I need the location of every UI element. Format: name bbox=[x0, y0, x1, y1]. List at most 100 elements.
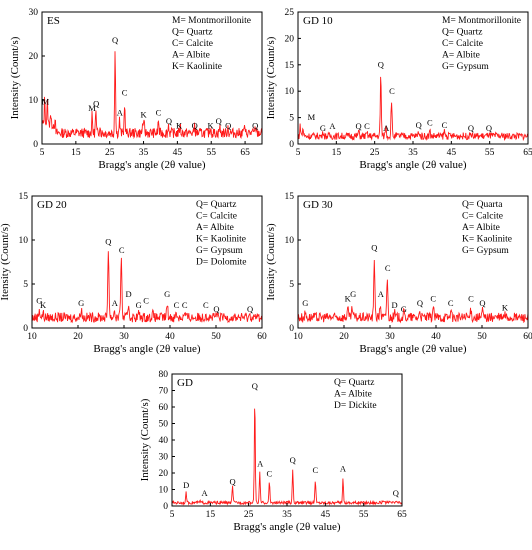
y-axis-label: Intensity (Count/s) bbox=[9, 36, 21, 119]
peak-label: Q bbox=[112, 35, 118, 45]
peak-label: Q bbox=[216, 116, 222, 126]
y-axis-label: Itensity (Count/s) bbox=[0, 223, 11, 301]
peak-label: Q bbox=[468, 123, 474, 133]
peak-label: G bbox=[136, 300, 142, 310]
legend-entry: K= Kaolinite bbox=[196, 235, 246, 245]
peak-label: C bbox=[313, 465, 319, 475]
x-tick-label: 65 bbox=[523, 148, 532, 158]
y-tick-label: 20 bbox=[285, 34, 295, 44]
y-tick-label: 5 bbox=[289, 280, 294, 290]
y-tick-label: 10 bbox=[29, 96, 39, 106]
y-axis-label: Intensity (Count/s) bbox=[139, 398, 151, 481]
x-axis-label: Bragg's angle (2θ value) bbox=[359, 159, 466, 171]
chart-title: GD bbox=[177, 377, 193, 389]
legend-entry: Q= Quarta bbox=[462, 200, 503, 210]
peak-label: Q bbox=[105, 236, 111, 246]
peak-label: A bbox=[117, 107, 124, 117]
plot-frame bbox=[297, 195, 529, 329]
x-tick-label: 15 bbox=[206, 510, 216, 520]
y-tick-label: 10 bbox=[285, 236, 295, 246]
x-tick-label: 50 bbox=[477, 332, 487, 342]
peak-label: A bbox=[378, 289, 385, 299]
chart-title: ES bbox=[47, 15, 60, 27]
legend-entry: C= Calcite bbox=[172, 39, 213, 49]
xrd-trace bbox=[297, 259, 529, 324]
y-tick-label: 15 bbox=[285, 61, 295, 71]
legend-entry: C= Calcite bbox=[196, 212, 237, 222]
peak-label: K bbox=[502, 302, 509, 312]
peak-label: C bbox=[203, 300, 209, 310]
x-tick-label: 20 bbox=[73, 332, 83, 342]
y-tick-label: 60 bbox=[159, 403, 169, 413]
xrd-trace bbox=[31, 251, 263, 324]
x-tick-label: 40 bbox=[165, 332, 175, 342]
xrd-trace bbox=[41, 51, 263, 140]
peak-label: A bbox=[112, 298, 119, 308]
chart-title: GD 10 bbox=[303, 15, 333, 27]
peak-label: C bbox=[442, 120, 448, 130]
peak-label: K bbox=[176, 121, 183, 131]
legend-entry: K= Kaolinite bbox=[462, 235, 512, 245]
y-axis-label: Itensity (Count/s) bbox=[265, 223, 277, 301]
chart-gd30: 10 20 30 40 50 60 0 5 10 15 Bragg's angle (2θ valu… bbox=[265, 192, 532, 355]
peak-label: M bbox=[88, 103, 96, 113]
peak-label: C bbox=[119, 245, 125, 255]
x-tick-label: 30 bbox=[385, 332, 395, 342]
peak-label: Q bbox=[166, 116, 172, 126]
chart-gd: 5 15 25 35 45 55 65 0 10 20 30 40 50 60 70 80 Bragg's an… bbox=[139, 370, 407, 533]
y-tick-label: 30 bbox=[159, 453, 169, 463]
x-axis-label: Bragg's angle (2θ value) bbox=[93, 343, 200, 355]
x-tick-label: 5 bbox=[170, 510, 175, 520]
y-tick-label: 0 bbox=[289, 324, 294, 334]
y-tick-label: 0 bbox=[289, 140, 294, 150]
peak-label: Q bbox=[252, 121, 258, 131]
x-tick-label: 30 bbox=[119, 332, 129, 342]
legend-entry: Q= Quartz bbox=[196, 200, 236, 210]
peak-label: K bbox=[140, 110, 147, 120]
y-tick-label: 0 bbox=[33, 140, 38, 150]
y-tick-label: 20 bbox=[29, 52, 39, 62]
legend-entry: G= Gypsum bbox=[442, 62, 489, 72]
peak-label: C bbox=[468, 294, 474, 304]
x-tick-label: 65 bbox=[240, 148, 250, 158]
peak-label: A bbox=[383, 123, 390, 133]
x-tick-label: 25 bbox=[244, 510, 254, 520]
plot-frame bbox=[41, 11, 263, 145]
peak-label: Q bbox=[355, 121, 361, 131]
peak-label: K bbox=[345, 294, 352, 304]
x-tick-label: 10 bbox=[27, 332, 37, 342]
legend-entry: G= Gypsum bbox=[462, 246, 509, 256]
x-tick-label: 60 bbox=[523, 332, 532, 342]
peak-label: G bbox=[302, 298, 308, 308]
legend-entry: Q= Quartz bbox=[172, 28, 212, 38]
y-axis-label: Intensity (Count/s) bbox=[265, 36, 277, 119]
peak-label: C bbox=[174, 300, 180, 310]
y-tick-label: 0 bbox=[23, 324, 28, 334]
peak-label: D bbox=[183, 480, 189, 490]
y-tick-label: 80 bbox=[159, 370, 169, 380]
x-tick-label: 45 bbox=[173, 148, 183, 158]
x-axis-label: Bragg's angle (2θ value) bbox=[359, 343, 466, 355]
x-tick-label: 45 bbox=[321, 510, 331, 520]
peak-label: A bbox=[257, 458, 264, 468]
peak-label: G bbox=[36, 295, 42, 305]
peak-label: C bbox=[364, 121, 370, 131]
peak-label: G bbox=[320, 123, 326, 133]
legend-entry: D= Dickite bbox=[334, 401, 377, 411]
legend-entry: M= Montmorillonite bbox=[442, 16, 521, 26]
peak-label: Q bbox=[93, 99, 99, 109]
y-tick-label: 70 bbox=[159, 387, 169, 397]
chart-title: GD 20 bbox=[37, 199, 67, 211]
y-tick-label: 10 bbox=[159, 486, 169, 496]
x-tick-label: 60 bbox=[257, 332, 267, 342]
peak-label: A bbox=[202, 488, 209, 498]
peak-label: C bbox=[143, 295, 149, 305]
chart-gd20: 10 20 30 40 50 60 0 5 10 15 Bragg's angle (2θ valu… bbox=[0, 192, 267, 355]
peak-label: Q bbox=[252, 381, 258, 391]
y-tick-label: 50 bbox=[159, 420, 169, 430]
legend-entry: C= Calcite bbox=[462, 212, 503, 222]
xrd-trace bbox=[297, 76, 529, 142]
peak-label: Q bbox=[229, 477, 235, 487]
y-tick-label: 15 bbox=[19, 192, 29, 202]
legend-entry: A= Albite bbox=[462, 223, 500, 233]
